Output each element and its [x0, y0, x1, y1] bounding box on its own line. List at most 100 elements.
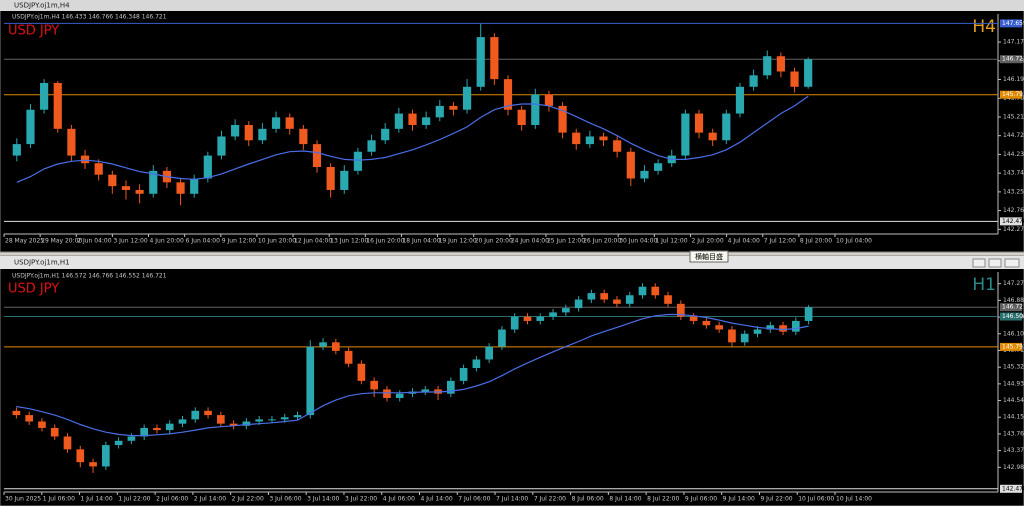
candle-body: [229, 423, 238, 426]
candle-body: [766, 325, 775, 330]
candle-body: [510, 316, 519, 330]
candle-body: [549, 312, 557, 317]
x-tick-label: 26 Jun 20:00: [583, 238, 621, 245]
x-tick-label: 10 Jul 14:00: [836, 496, 872, 503]
window-buttons[interactable]: [972, 258, 1020, 268]
y-tick-label: 142.270: [1003, 226, 1024, 233]
candle-body: [312, 144, 322, 168]
x-tick-label: 2 Jul 06:00: [156, 496, 188, 503]
candle-body: [38, 421, 46, 428]
y-tick-label: 145.320: [1003, 364, 1024, 371]
candle-body: [40, 82, 49, 110]
candle-body: [449, 105, 458, 110]
window-title: USDJPY.oj1m,H1: [14, 259, 70, 267]
candle-body: [203, 155, 212, 179]
x-tick-label: 29 May 20:00: [41, 238, 82, 245]
price-label: 146.721: [1002, 56, 1024, 63]
candle-body: [626, 151, 635, 179]
x-tick-label: 7 Jul 12:00: [764, 238, 796, 245]
candle-body: [435, 105, 444, 118]
tooltip: 横軸目盛: [695, 252, 723, 261]
title-bar: [0, 0, 1024, 11]
x-tick-label: 9 Jul 22:00: [760, 496, 792, 503]
x-tick-label: 4 Jul 14:00: [421, 496, 453, 503]
candle-body: [708, 132, 717, 141]
price-label-bg: [1000, 217, 1022, 226]
candle-body: [776, 56, 785, 72]
candle-body: [694, 113, 704, 133]
y-tick-label: 144.540: [1003, 397, 1024, 404]
x-tick-label: 9 Jun 12:00: [222, 238, 256, 245]
price-label-bg: [1000, 55, 1022, 64]
candle-body: [728, 329, 736, 343]
y-tick-label: 146.190: [1003, 76, 1024, 83]
candle-body: [722, 113, 731, 141]
x-tick-label: 1 Jul 06:00: [43, 496, 75, 503]
y-tick-label: 144.720: [1003, 132, 1024, 139]
y-tick-label: 143.250: [1003, 188, 1024, 195]
y-tick-label: 142.760: [1003, 207, 1024, 214]
candle-body: [408, 113, 417, 125]
x-tick-label: 4 Jul 06:00: [383, 496, 415, 503]
x-tick-label: 7 Jul 14:00: [496, 496, 528, 503]
candle-body: [127, 436, 136, 441]
candle-body: [394, 113, 403, 129]
candle-body: [422, 117, 431, 125]
minimize-button[interactable]: [972, 258, 986, 268]
y-tick-label: 142.980: [1003, 464, 1024, 471]
candle-body: [562, 308, 570, 313]
close-button[interactable]: [1004, 258, 1020, 268]
candle-body: [587, 293, 596, 300]
x-tick-label: 2 Jul 22:00: [232, 496, 264, 503]
candle-body: [165, 423, 174, 431]
moving-average: [16, 313, 809, 437]
x-tick-label: 19 Jun 12:00: [439, 238, 477, 245]
candle-body: [638, 286, 647, 296]
price-label-bg: [1000, 303, 1022, 312]
symbol: USD JPY: [8, 24, 59, 39]
candle-body: [763, 56, 772, 76]
candle-body: [625, 295, 634, 304]
candle-body: [517, 109, 526, 125]
candle-body: [613, 140, 622, 152]
price-label: 145.793: [1002, 91, 1024, 98]
candle-body: [503, 79, 513, 110]
x-tick-label: 8 Jul 22:00: [647, 496, 679, 503]
candle-body: [89, 462, 97, 467]
candle-body: [176, 182, 185, 194]
candle-body: [490, 37, 499, 80]
candle-body: [244, 125, 253, 141]
price-label: 146.503: [1002, 313, 1024, 320]
candle-body: [340, 170, 349, 190]
x-tick-label: 7 Jul 06:00: [458, 496, 490, 503]
candle-body: [735, 86, 745, 114]
candle-body: [121, 186, 131, 190]
candle-body: [204, 410, 212, 416]
x-tick-label: 25 Jun 12:00: [547, 238, 585, 245]
x-tick-label: 4 Jun 20:00: [150, 238, 184, 245]
candle-body: [178, 419, 187, 424]
window-h1: [0, 255, 1024, 506]
x-tick-label: 24 Jun 04:00: [511, 238, 549, 245]
x-tick-label: 10 Jun 20:00: [258, 238, 296, 245]
candle-body: [12, 410, 21, 416]
y-tick-label: 143.760: [1003, 430, 1024, 437]
candle-body: [255, 419, 263, 422]
maximize-button[interactable]: [988, 258, 1002, 268]
price-label-bg: [1000, 342, 1022, 351]
candle-body: [367, 140, 376, 152]
candle-body: [102, 445, 110, 467]
candle-body: [67, 128, 76, 156]
candle-body: [306, 346, 315, 416]
candle-body: [792, 320, 800, 332]
candle-body: [280, 417, 289, 420]
candle-body: [63, 436, 72, 450]
candle-body: [544, 94, 554, 106]
x-tick-label: 30 Jun 04:00: [619, 238, 657, 245]
candle-body: [319, 342, 327, 347]
candle-body: [523, 316, 532, 321]
price-label-bg: [1000, 19, 1022, 28]
x-tick-label: 8 Jul 06:00: [572, 496, 604, 503]
